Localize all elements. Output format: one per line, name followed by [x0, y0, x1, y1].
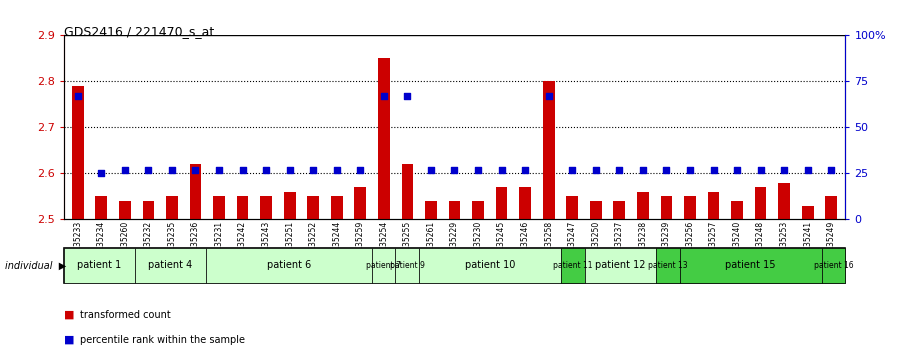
Bar — [355, 187, 366, 219]
Text: transformed count: transformed count — [80, 310, 171, 320]
Bar — [284, 192, 295, 219]
Text: patient 4: patient 4 — [148, 261, 193, 270]
Point — [235, 167, 250, 173]
Point — [730, 167, 744, 173]
Bar — [236, 196, 248, 219]
Point — [283, 167, 297, 173]
Point — [635, 167, 650, 173]
Point — [71, 93, 85, 99]
Bar — [213, 196, 225, 219]
Bar — [802, 206, 814, 219]
Bar — [95, 196, 107, 219]
Point — [188, 167, 203, 173]
Text: patient 6: patient 6 — [266, 261, 311, 270]
Bar — [519, 187, 531, 219]
Point — [259, 167, 274, 173]
Bar — [472, 201, 484, 219]
Point — [612, 167, 626, 173]
Bar — [143, 201, 155, 219]
Point — [117, 167, 132, 173]
Point — [424, 167, 438, 173]
Point — [801, 167, 815, 173]
Point — [824, 167, 838, 173]
Bar — [590, 201, 602, 219]
Bar — [684, 196, 696, 219]
Text: ■: ■ — [64, 310, 75, 320]
Bar — [543, 81, 554, 219]
Point — [683, 167, 697, 173]
Point — [165, 167, 179, 173]
Point — [494, 167, 509, 173]
Text: patient 10: patient 10 — [464, 261, 515, 270]
Point — [94, 171, 108, 176]
Point — [588, 167, 603, 173]
Bar — [661, 196, 673, 219]
Bar — [260, 196, 272, 219]
Bar — [378, 58, 390, 219]
Bar — [707, 192, 719, 219]
Text: individual  ▶: individual ▶ — [5, 261, 65, 270]
Text: percentile rank within the sample: percentile rank within the sample — [80, 335, 245, 345]
Text: patient 7: patient 7 — [366, 261, 401, 270]
Bar — [190, 164, 202, 219]
Bar — [754, 187, 766, 219]
Point — [306, 167, 321, 173]
Bar — [637, 192, 649, 219]
Point — [754, 167, 768, 173]
Bar — [449, 201, 460, 219]
Bar — [614, 201, 625, 219]
Point — [706, 167, 721, 173]
Point — [329, 167, 344, 173]
Text: ■: ■ — [64, 335, 75, 345]
Point — [447, 167, 462, 173]
Text: patient 12: patient 12 — [595, 261, 645, 270]
Point — [141, 167, 155, 173]
Point — [518, 167, 533, 173]
Bar — [566, 196, 578, 219]
Text: patient 11: patient 11 — [554, 261, 593, 270]
Text: patient 15: patient 15 — [725, 261, 776, 270]
Bar — [119, 201, 131, 219]
Point — [777, 167, 792, 173]
Text: patient 13: patient 13 — [648, 261, 687, 270]
Bar — [166, 196, 178, 219]
Point — [659, 167, 674, 173]
Bar — [495, 187, 507, 219]
Bar — [425, 201, 437, 219]
Text: patient 16: patient 16 — [814, 261, 854, 270]
Text: patient 9: patient 9 — [390, 261, 425, 270]
Bar — [731, 201, 743, 219]
Point — [353, 167, 367, 173]
Point — [376, 93, 391, 99]
Bar — [331, 196, 343, 219]
Point — [565, 167, 580, 173]
Point — [542, 93, 556, 99]
Bar — [307, 196, 319, 219]
Point — [212, 167, 226, 173]
Text: patient 1: patient 1 — [77, 261, 121, 270]
Text: GDS2416 / 221470_s_at: GDS2416 / 221470_s_at — [64, 25, 214, 38]
Bar — [72, 86, 84, 219]
Point — [400, 93, 415, 99]
Bar — [825, 196, 837, 219]
Point — [471, 167, 485, 173]
Bar — [778, 183, 790, 219]
Bar — [402, 164, 414, 219]
